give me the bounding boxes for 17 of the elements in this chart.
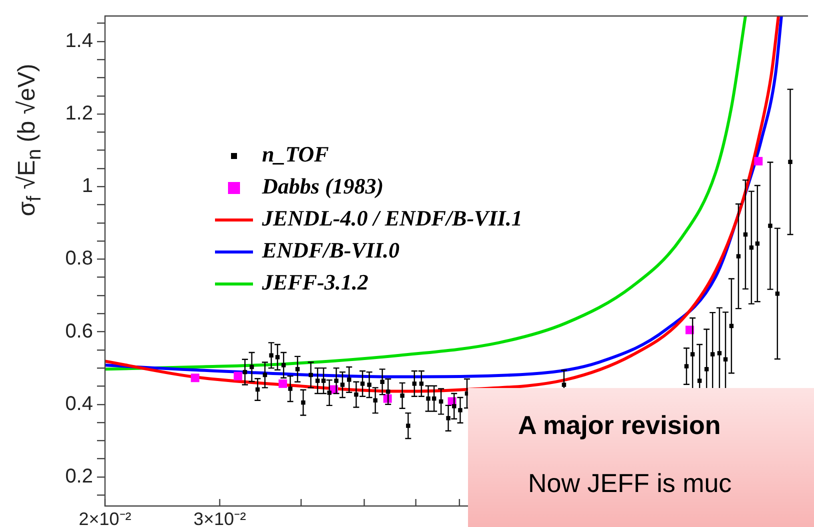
legend-label: JENDL-4.0 / ENDF/B-VII.1 xyxy=(261,206,522,231)
y-tick-label: 1.2 xyxy=(65,102,93,125)
y-tick-label: 0.8 xyxy=(65,248,93,270)
y-tick-label: 1.4 xyxy=(65,30,93,52)
x-tick-label: 3×10⁻² xyxy=(193,508,246,527)
x-tick-label: 2×10⁻² xyxy=(78,508,132,527)
legend-label: n_TOF xyxy=(262,142,330,167)
legend-label: JEFF-3.1.2 xyxy=(261,270,368,295)
y-tick-label: 0.6 xyxy=(65,320,93,342)
y-tick-label: 1 xyxy=(82,175,93,198)
annotation: A major revision xyxy=(518,410,721,441)
y-tick-label: 0.4 xyxy=(65,392,93,415)
annotation: Now JEFF is muc xyxy=(528,468,732,499)
legend-label: ENDF/B-VII.0 xyxy=(261,238,400,263)
legend-label: Dabbs (1983) xyxy=(261,174,384,199)
y-tick-label: 0.2 xyxy=(65,465,93,488)
callout-box: A major revision Now JEFF is muc xyxy=(468,388,814,527)
